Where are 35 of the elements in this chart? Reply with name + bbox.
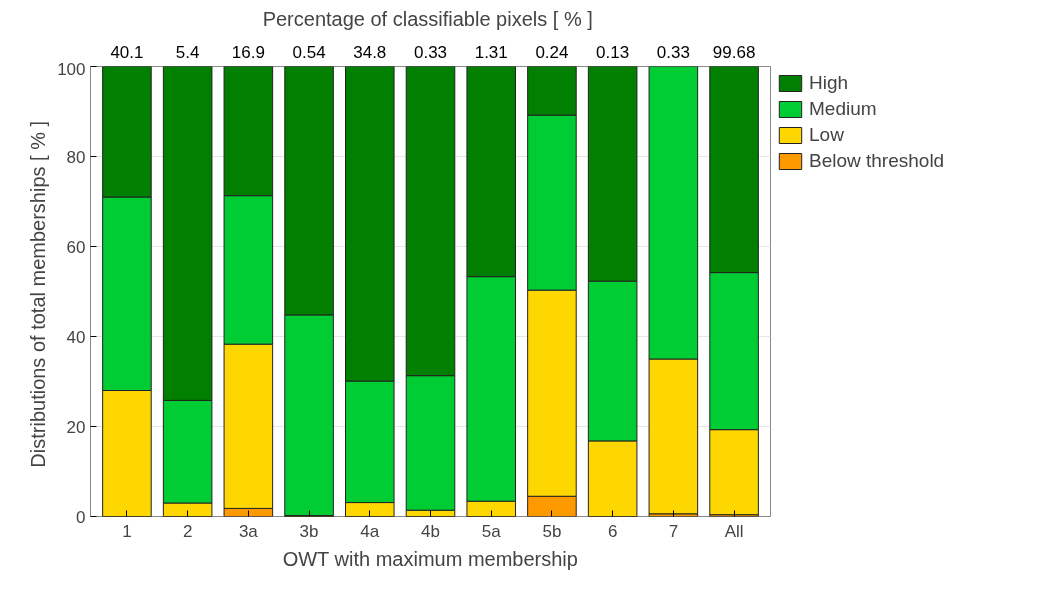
text: 0.24 [535, 43, 569, 63]
y-tick-label: 80 [66, 147, 86, 167]
legend-label: Below threshold [809, 150, 945, 172]
text: 16.9 [231, 43, 265, 63]
y-tick-label: 0 [76, 507, 86, 527]
text: 0.33 [413, 43, 448, 63]
x-tick-label: All [724, 521, 744, 541]
y-tick-label: 60 [66, 237, 86, 257]
legend-label: Low [809, 124, 844, 146]
x-tick-label: 4b [421, 521, 440, 541]
x-tick-label: 4a [360, 521, 380, 541]
x-tick-label: 5b [542, 521, 562, 541]
x-tick-label: 6 [607, 521, 618, 541]
x-axis-title: OWT with maximum membership [282, 547, 578, 570]
legend-label: Medium [809, 98, 877, 120]
text: 1.31 [474, 43, 508, 63]
y-tick-label: 40 [66, 327, 86, 347]
text: 5.4 [175, 43, 200, 63]
x-tick-label: 3b [299, 521, 319, 541]
x-tick-label: 7 [668, 521, 679, 541]
text: 0.33 [656, 43, 690, 63]
text: 99.68 [712, 43, 756, 63]
text: 0.54 [292, 43, 326, 63]
y-tick-label: 100 [57, 59, 86, 79]
text: 40.1 [110, 43, 144, 63]
y-axis-title: Distributions of total memberships [ % ] [27, 120, 50, 468]
text: 0.13 [596, 43, 630, 63]
x-tick-label: 1 [122, 521, 132, 541]
x2-axis-title: Percentage of classifiable pixels [ % ] [262, 7, 593, 30]
legend-label: High [809, 72, 849, 94]
y-tick-label: 20 [66, 417, 86, 437]
x-tick-label: 3a [238, 521, 259, 541]
x-tick-label: 2 [182, 521, 193, 541]
x-tick-label: 5a [481, 521, 502, 541]
text: 34.8 [353, 43, 387, 63]
